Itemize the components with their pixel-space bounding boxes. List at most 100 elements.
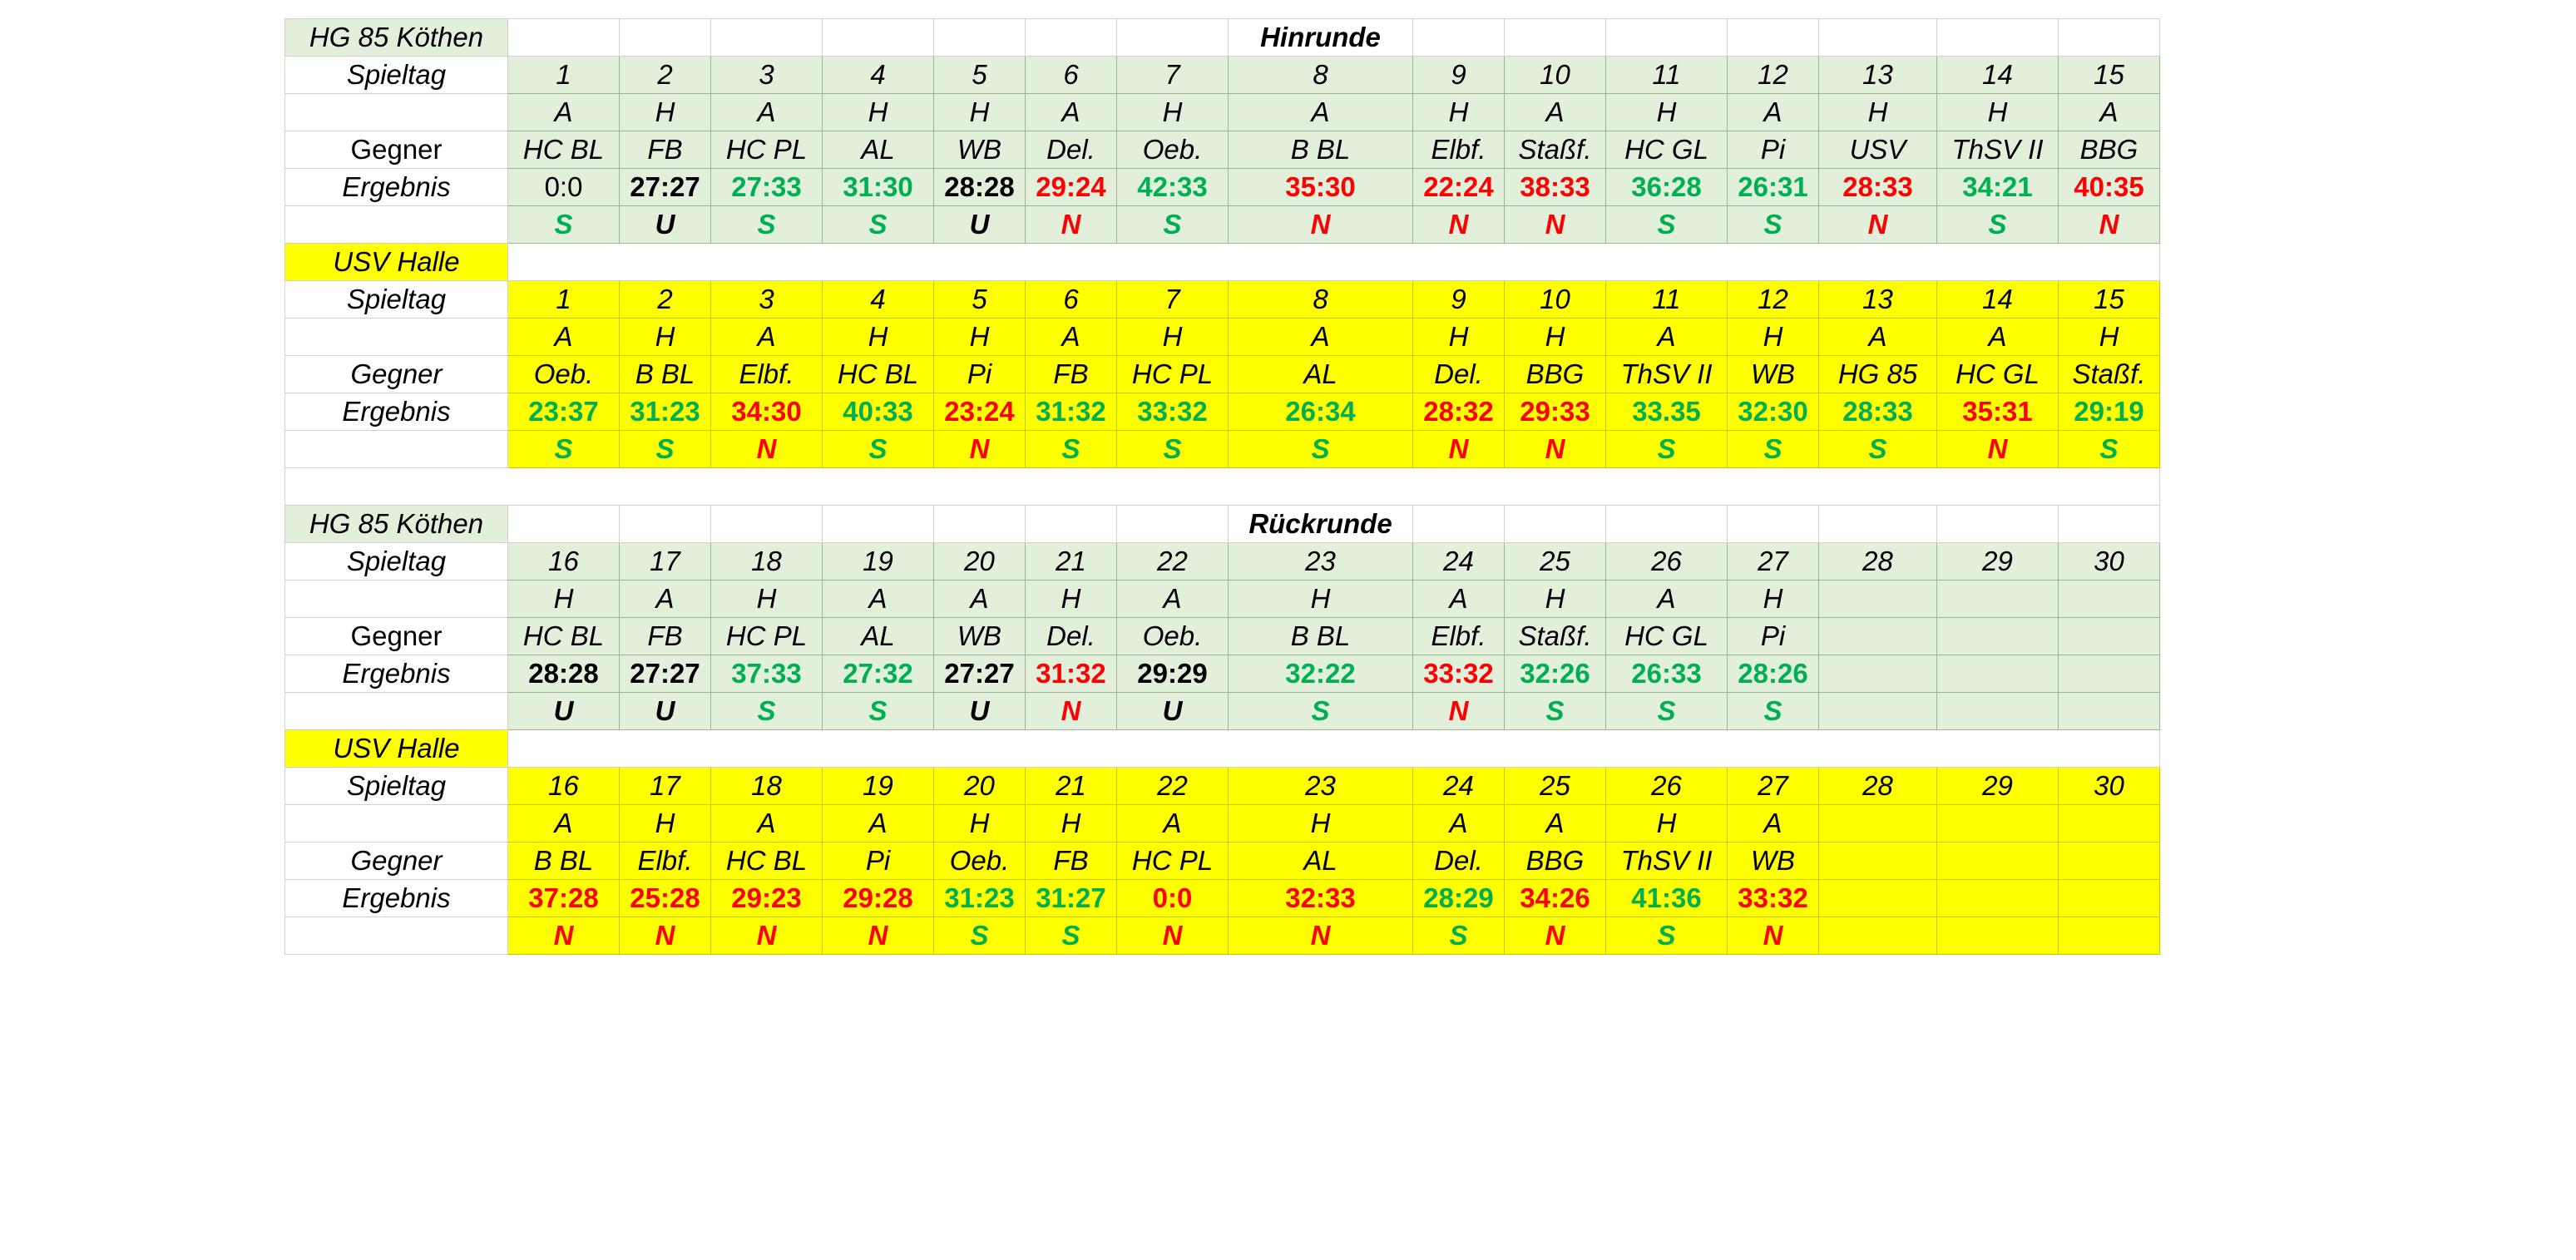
result-cell bbox=[1936, 917, 2059, 955]
result-label-cell bbox=[284, 917, 508, 955]
spieltag-cell: 22 bbox=[1116, 542, 1229, 581]
spieltag-row: Spieltag 1 2 3 4 5 6 7 8 9 10 11 12 13 14 15 bbox=[284, 280, 2160, 319]
spieltag-cell: 1 bbox=[507, 280, 620, 319]
heim-auswaerts-cell: A bbox=[1818, 318, 1937, 356]
header-blank-cell bbox=[2058, 18, 2160, 57]
ergebnis-cell: 31:23 bbox=[933, 879, 1026, 917]
gegner-cell: BBG bbox=[1504, 842, 1606, 880]
header-blank-cell bbox=[1116, 18, 1229, 57]
heim-auswaerts-cell: A bbox=[933, 580, 1026, 618]
gegner-cell: Pi bbox=[933, 355, 1026, 393]
header-blank-cell bbox=[619, 18, 711, 57]
heim-auswaerts-cell: H bbox=[822, 318, 934, 356]
spieltag-cell: 7 bbox=[1116, 56, 1229, 94]
heim-auswaerts-cell: A bbox=[1025, 93, 1117, 131]
gegner-cell: WB bbox=[933, 617, 1026, 655]
spieltag-cell: 28 bbox=[1818, 542, 1937, 581]
spieltag-cell: 10 bbox=[1504, 56, 1606, 94]
heim-auswaerts-cell: A bbox=[1228, 318, 1413, 356]
spieltag-cell: 24 bbox=[1412, 542, 1505, 581]
heim-auswaerts-cell: H bbox=[710, 580, 823, 618]
ergebnis-cell: 37:28 bbox=[507, 879, 620, 917]
ergebnis-cell: 31:27 bbox=[1025, 879, 1117, 917]
result-cell: N bbox=[1412, 692, 1505, 730]
heim-auswaerts-cell: A bbox=[507, 804, 620, 842]
spieltag-cell: 29 bbox=[1936, 542, 2059, 581]
result-cell: S bbox=[1605, 430, 1728, 468]
gegner-cell: HC PL bbox=[710, 131, 823, 169]
gegner-cell: Oeb. bbox=[933, 842, 1026, 880]
ergebnis-cell bbox=[2058, 879, 2160, 917]
spieltag-cell: 15 bbox=[2058, 280, 2160, 319]
heim-auswaerts-cell bbox=[2058, 580, 2160, 618]
spieltag-row: Spieltag 16 17 18 19 20 21 22 23 24 25 26 27 28 29 30 bbox=[284, 767, 2160, 805]
ergebnis-cell: 33.35 bbox=[1605, 393, 1728, 431]
ergebnis-row: Ergebnis 37:28 25:28 29:23 29:28 31:23 31:27 0:… bbox=[284, 879, 2160, 917]
result-cell: S bbox=[1116, 205, 1229, 244]
gegner-cell: USV bbox=[1818, 131, 1937, 169]
spieltag-cell: 17 bbox=[619, 542, 711, 581]
spieltag-cell: 4 bbox=[822, 280, 934, 319]
gegner-cell: HC BL bbox=[507, 131, 620, 169]
result-cell: S bbox=[822, 205, 934, 244]
ergebnis-cell: 32:22 bbox=[1228, 655, 1413, 693]
result-cell: S bbox=[1605, 692, 1728, 730]
ergebnis-cell bbox=[1936, 879, 2059, 917]
result-cell: U bbox=[1116, 692, 1229, 730]
heim-auswaerts-cell: A bbox=[822, 580, 934, 618]
ergebnis-cell: 28:28 bbox=[933, 168, 1026, 206]
spieltag-cell: 2 bbox=[619, 280, 711, 319]
result-cell bbox=[1818, 692, 1937, 730]
spieltag-cell: 23 bbox=[1228, 542, 1413, 581]
gegner-label: Gegner bbox=[284, 842, 508, 880]
spieltag-cell: 13 bbox=[1818, 56, 1937, 94]
gegner-label: Gegner bbox=[284, 131, 508, 169]
ergebnis-cell: 32:26 bbox=[1504, 655, 1606, 693]
spieltag-label: Spieltag bbox=[284, 56, 508, 94]
gegner-cell: FB bbox=[619, 131, 711, 169]
result-cell: S bbox=[1228, 430, 1413, 468]
gegner-row: Gegner Oeb. B BL Elbf. HC BL Pi FB HC PL AL Del. B… bbox=[284, 355, 2160, 393]
spieltag-cell: 11 bbox=[1605, 56, 1728, 94]
spieltag-cell: 21 bbox=[1025, 767, 1117, 805]
gegner-cell: FB bbox=[1025, 842, 1117, 880]
heim-auswaerts-cell: A bbox=[1727, 804, 1819, 842]
header-blank-cell bbox=[507, 505, 620, 543]
header-blank-cell bbox=[1936, 18, 2059, 57]
spieltag-cell: 12 bbox=[1727, 56, 1819, 94]
header-blank-cell bbox=[1504, 18, 1606, 57]
result-cell: S bbox=[619, 430, 711, 468]
heim-auswaerts-cell bbox=[1818, 580, 1937, 618]
gegner-cell bbox=[1818, 617, 1937, 655]
spieltag-cell: 12 bbox=[1727, 280, 1819, 319]
spieltag-cell: 8 bbox=[1228, 56, 1413, 94]
heim-auswaerts-cell: H bbox=[1412, 318, 1505, 356]
gegner-label: Gegner bbox=[284, 617, 508, 655]
ergebnis-row: Ergebnis 0:0 27:27 27:33 31:30 28:28 29:24 42:3… bbox=[284, 168, 2160, 206]
result-cell: N bbox=[1936, 430, 2059, 468]
section-title: Hinrunde bbox=[1228, 18, 1413, 57]
gegner-cell: HG 85 bbox=[1818, 355, 1937, 393]
spieltag-cell: 6 bbox=[1025, 280, 1117, 319]
ergebnis-cell: 23:24 bbox=[933, 393, 1026, 431]
ergebnis-cell: 0:0 bbox=[507, 168, 620, 206]
result-cell bbox=[2058, 917, 2160, 955]
ergebnis-cell: 35:30 bbox=[1228, 168, 1413, 206]
result-cell: S bbox=[1228, 692, 1413, 730]
gegner-row: Gegner HC BL FB HC PL AL WB Del. Oeb. B BL Elbf. S… bbox=[284, 617, 2160, 655]
heim-auswaerts-cell: A bbox=[1605, 318, 1728, 356]
result-cell: N bbox=[1412, 205, 1505, 244]
gegner-cell: BBG bbox=[2058, 131, 2160, 169]
spacer-row bbox=[284, 467, 2160, 506]
spieltag-cell: 8 bbox=[1228, 280, 1413, 319]
header-blank-cell bbox=[619, 505, 711, 543]
gegner-cell: B BL bbox=[619, 355, 711, 393]
gegner-cell: Oeb. bbox=[507, 355, 620, 393]
ergebnis-label: Ergebnis bbox=[284, 393, 508, 431]
ergebnis-cell: 37:33 bbox=[710, 655, 823, 693]
ergebnis-cell: 36:28 bbox=[1605, 168, 1728, 206]
